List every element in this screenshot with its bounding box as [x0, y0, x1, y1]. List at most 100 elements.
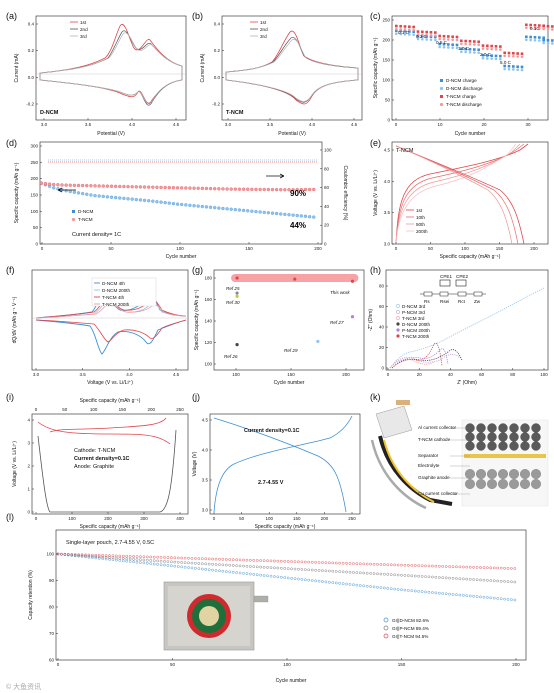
cycle-point [175, 186, 180, 190]
rate-point-charge [395, 29, 398, 33]
rate-point-discharge [512, 54, 515, 58]
a-ytick-label: -0.2 [26, 102, 34, 107]
rate-point-charge [499, 54, 502, 58]
retention-point [331, 569, 335, 573]
rate-point-discharge [516, 55, 519, 58]
chart-c-frame [391, 15, 549, 121]
cycle-point [274, 211, 279, 216]
rate-point-charge [395, 24, 398, 28]
cycle-point [307, 215, 312, 219]
retention-point [231, 564, 235, 567]
retention-point [434, 564, 438, 568]
j-ytick-label: 4.0 [202, 448, 209, 453]
chart-d-ylabel2: Coulombic efficiency (%) [342, 166, 348, 221]
rate-point-discharge [412, 28, 415, 32]
legend-a-1: 1st [80, 20, 87, 25]
chart-j-ylabel: Voltage (V) [192, 451, 198, 476]
b-xtick-label: 4.5 [351, 122, 358, 127]
label-al: Al current collector [418, 425, 457, 430]
retention-point [386, 587, 390, 590]
d2-ytick-label: 40 [324, 204, 330, 209]
cycle-point [134, 185, 138, 189]
retention-point [252, 565, 256, 568]
retention-point [362, 584, 366, 588]
cycle-point [184, 203, 188, 207]
retention-point [455, 565, 458, 569]
cycle-point [307, 187, 312, 192]
retention-point [355, 583, 359, 587]
retention-point [365, 571, 369, 575]
j-xtick-label: 250 [348, 516, 356, 521]
legend-e-3: 50th [416, 222, 425, 227]
retention-point [314, 568, 317, 572]
retention-point [499, 566, 503, 570]
retention-point [286, 567, 290, 570]
retention-point [108, 554, 111, 557]
retention-point [255, 573, 259, 577]
retention-point [142, 558, 146, 562]
cv-a-1st [39, 24, 183, 104]
c-xtick-label: 20 [481, 122, 487, 127]
retention-point [400, 563, 403, 567]
chart-l-ylabel: Capacity retention (%) [28, 570, 34, 620]
retention-point [259, 559, 262, 562]
retention-point [321, 580, 324, 583]
retention-point [403, 574, 407, 577]
i-top-xtick-label: 50 [62, 407, 68, 412]
retention-point [187, 566, 190, 569]
b-ytick-label: 0.4 [214, 22, 221, 27]
retention-point [115, 554, 118, 558]
rate-point-charge [416, 30, 420, 33]
retention-point [345, 570, 348, 574]
cathode-particle [531, 423, 541, 433]
retention-point [170, 556, 173, 559]
rate-point-charge [421, 30, 424, 34]
discharge-50th [395, 145, 513, 245]
cycle-point [225, 187, 229, 191]
chart-a-panel-text: D-NCM [40, 110, 59, 116]
c-xtick-label: 10 [437, 122, 443, 127]
chart-h-xlabel: Z' (Ohm) [457, 380, 477, 386]
chart-j-xlabel: Specific capacity (mAh g⁻¹) [255, 524, 316, 530]
rate-point-charge [481, 44, 485, 47]
cycle-point [312, 215, 316, 219]
panel-label-d: (d) [6, 138, 17, 148]
retention-point [317, 561, 321, 564]
retention-point [417, 574, 420, 578]
retention-point [400, 588, 403, 592]
charge-50th [395, 143, 521, 245]
rate-point-discharge [455, 38, 459, 42]
retention-point [238, 571, 242, 575]
retention-point [413, 564, 417, 567]
retention-point [228, 563, 232, 567]
retention-point [125, 559, 129, 563]
retention-point [279, 559, 283, 563]
rate-point-discharge [494, 48, 498, 51]
retention-point [139, 555, 142, 558]
rate-point-discharge [486, 57, 489, 60]
cycle-point [93, 184, 97, 188]
rate-point-discharge [473, 43, 476, 46]
i-ytick-label: 3 [27, 441, 30, 446]
chart-e-ylabel: Voltage (V vs. Li/Li⁺) [373, 170, 379, 216]
cathode-particle [476, 432, 486, 442]
h-ytick-label: 80 [379, 284, 385, 289]
annotation-90: 90% [290, 189, 306, 198]
legend-e-4: 200th [416, 229, 428, 234]
retention-point [410, 564, 414, 567]
retention-point [77, 554, 80, 557]
retention-point [180, 561, 183, 564]
retention-point [135, 558, 139, 561]
a-ytick-label: 0.0 [28, 75, 35, 80]
cycle-point [299, 187, 304, 192]
rate-point-discharge [499, 48, 502, 51]
g-xtick-label: 200 [342, 372, 350, 377]
retention-point [128, 560, 132, 563]
retention-point [437, 564, 441, 568]
retention-point [310, 560, 314, 564]
retention-point [156, 563, 159, 566]
chart-l: Single-layer pouch, 2.7-4.55 V, 0.5C Gr|… [28, 529, 527, 684]
retention-point [358, 562, 362, 566]
chart-c: 0.1 C 0.2 C 0.5 C 1.0 C 2.0 C 5.0 C 0.1C… [373, 15, 554, 137]
retention-point [297, 577, 300, 581]
